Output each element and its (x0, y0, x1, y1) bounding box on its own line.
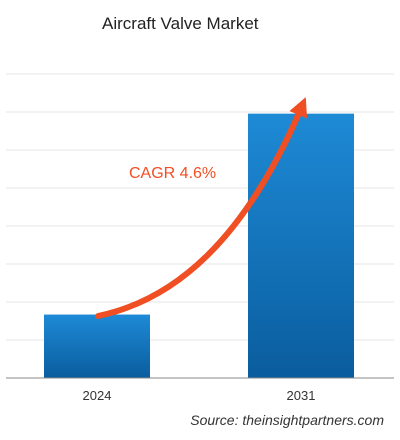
bars (44, 113, 354, 379)
cagr-label: CAGR 4.6% (129, 165, 216, 182)
source-credit: Source: theinsightpartners.com (190, 412, 384, 428)
bar-2024 (44, 314, 150, 378)
x-tick-labels: 2024 2031 (83, 388, 316, 403)
x-tick-label-2024: 2024 (83, 388, 112, 403)
chart-title: Aircraft Valve Market (102, 14, 259, 33)
x-tick-label-2031: 2031 (287, 388, 316, 403)
cagr-arrow (95, 97, 308, 319)
bar-2031 (248, 113, 354, 379)
